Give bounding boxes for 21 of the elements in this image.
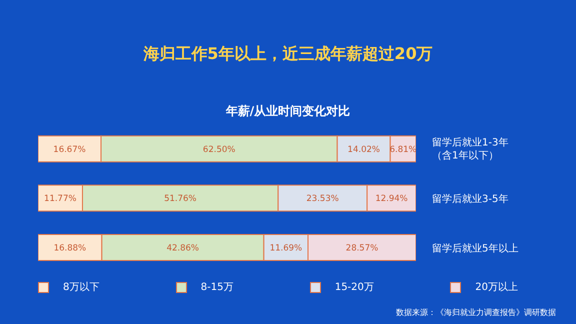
data-label: 11.77% [44,194,76,204]
legend-label: 8万以下 [63,280,100,294]
data-label: 62.50% [202,144,236,155]
chart-title: 海归工作5年以上，近三成年薪超过20万 [142,44,434,65]
y-tick-label: 留学后就业3-5年 [432,193,508,205]
data-label: 16.88% [54,244,86,254]
chart-subtitle: 年薪/从业时间变化对比 [224,103,352,120]
y-tick-label: 留学后就业1-3年（含1年以下） [432,136,508,162]
data-label: 51.76% [164,194,197,204]
data-label: 14.02% [348,144,380,155]
source-note: 数据来源：《海归就业力调查报告》调研数据 [396,307,556,318]
data-label: 28.57% [346,244,378,254]
data-label: 23.53% [306,194,339,204]
data-label: 16.67% [53,144,86,155]
legend-label: 15-20万 [334,281,374,294]
data-label: 42.86% [166,244,200,254]
y-tick-label: 留学后就业5年以上 [432,242,518,254]
legend-label: 8-15万 [200,281,234,294]
data-label: 11.69% [270,244,302,254]
legend-label: 20万以上 [475,280,518,294]
data-label: 12.94% [375,194,408,204]
